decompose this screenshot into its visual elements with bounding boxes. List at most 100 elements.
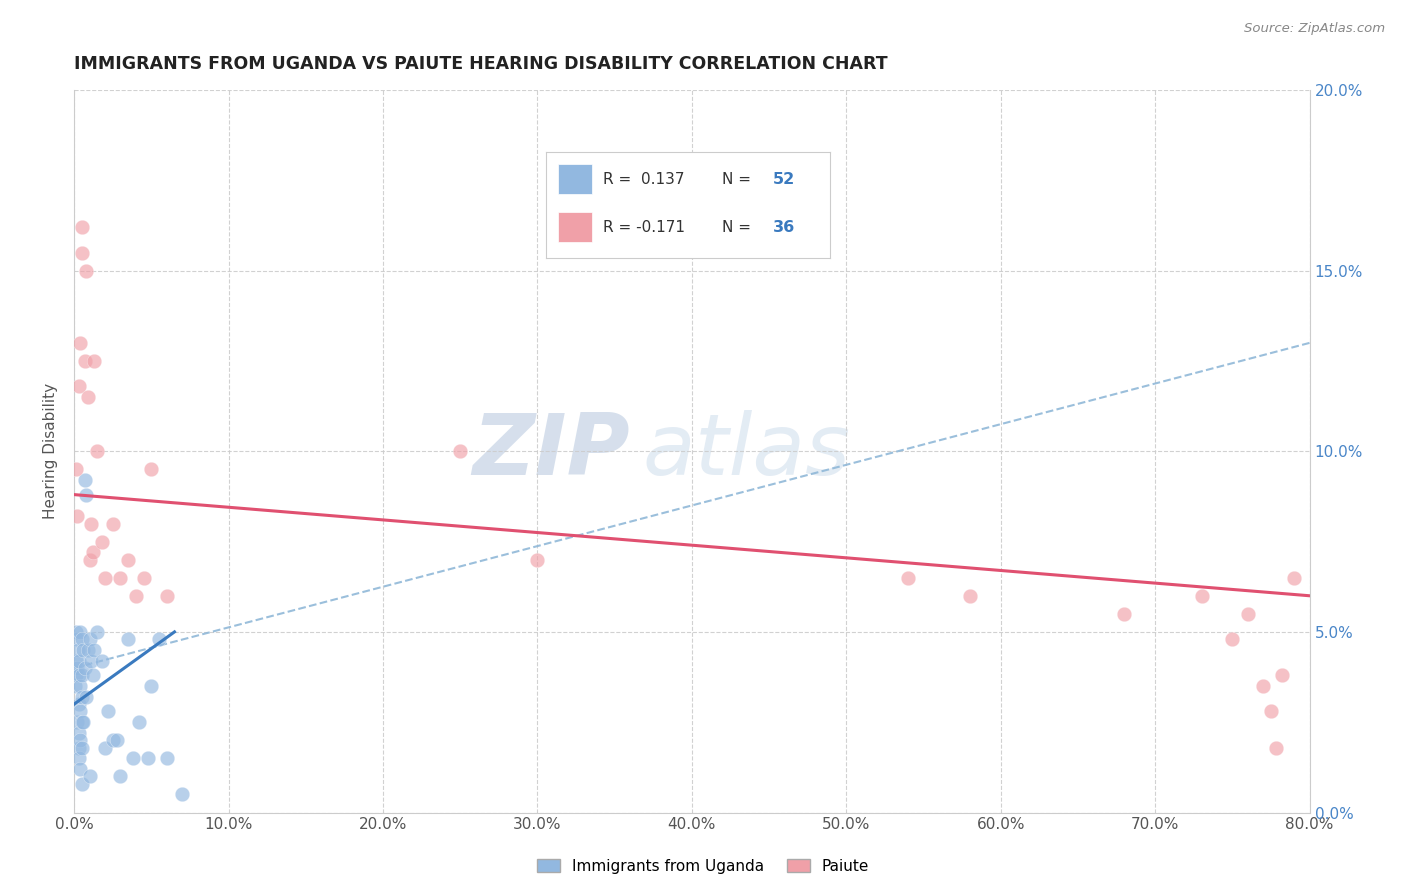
Point <box>72 715 94 730</box>
Point <box>117 632 139 647</box>
Point <box>1253 679 1275 693</box>
Point <box>80 516 103 531</box>
Point <box>141 679 163 693</box>
Point <box>73 661 96 675</box>
Point <box>66 509 89 524</box>
Point <box>70 715 93 730</box>
Point <box>82 668 104 682</box>
Point <box>77 643 100 657</box>
Point <box>121 751 143 765</box>
Point <box>148 632 170 647</box>
Point <box>83 643 105 657</box>
Point <box>526 552 548 566</box>
Point <box>141 462 163 476</box>
Point <box>70 777 93 791</box>
Text: N =: N = <box>721 219 756 235</box>
Point <box>79 769 101 783</box>
Text: R =  0.137: R = 0.137 <box>603 172 685 186</box>
Text: IMMIGRANTS FROM UGANDA VS PAIUTE HEARING DISABILITY CORRELATION CHART: IMMIGRANTS FROM UGANDA VS PAIUTE HEARING… <box>75 55 887 73</box>
Point <box>75 263 97 277</box>
Bar <box>558 164 592 194</box>
Point <box>67 740 90 755</box>
Point <box>1114 607 1136 621</box>
Point <box>67 697 90 711</box>
Text: ZIP: ZIP <box>472 409 630 492</box>
Point <box>75 487 97 501</box>
Text: atlas: atlas <box>643 409 851 492</box>
Point <box>959 589 981 603</box>
Point <box>83 354 105 368</box>
Point <box>156 589 179 603</box>
Point <box>70 245 93 260</box>
Point <box>1260 705 1282 719</box>
Point <box>1222 632 1244 647</box>
Point <box>67 726 90 740</box>
Point <box>65 624 87 639</box>
Point <box>79 552 101 566</box>
Point <box>101 733 124 747</box>
Point <box>67 751 90 765</box>
Point <box>69 733 91 747</box>
Point <box>1264 740 1286 755</box>
Point <box>69 762 91 776</box>
Point <box>66 643 89 657</box>
Point <box>132 571 155 585</box>
Point <box>66 661 89 675</box>
Point <box>69 679 91 693</box>
Legend: Immigrants from Uganda, Paiute: Immigrants from Uganda, Paiute <box>530 853 876 880</box>
Point <box>90 654 112 668</box>
Point <box>90 534 112 549</box>
Y-axis label: Hearing Disability: Hearing Disability <box>44 384 58 519</box>
Point <box>82 545 104 559</box>
Point <box>65 462 87 476</box>
Point <box>1271 668 1294 682</box>
Point <box>94 740 117 755</box>
Point <box>70 690 93 704</box>
Point <box>66 715 89 730</box>
Point <box>125 589 148 603</box>
Point <box>1237 607 1260 621</box>
Point <box>172 788 194 802</box>
Point <box>73 354 96 368</box>
Point <box>67 668 90 682</box>
Point <box>69 624 91 639</box>
Bar <box>558 212 592 242</box>
Point <box>1191 589 1213 603</box>
Point <box>117 552 139 566</box>
Point <box>65 654 87 668</box>
Point <box>69 654 91 668</box>
Point <box>70 632 93 647</box>
Point <box>70 740 93 755</box>
Point <box>1282 571 1305 585</box>
Text: 36: 36 <box>773 219 796 235</box>
Point <box>70 668 93 682</box>
Point <box>67 379 90 393</box>
Point <box>73 473 96 487</box>
Point <box>110 571 132 585</box>
Point <box>156 751 179 765</box>
Point <box>65 668 87 682</box>
Point <box>110 769 132 783</box>
Point <box>66 632 89 647</box>
Point <box>897 571 920 585</box>
Point <box>69 705 91 719</box>
Point <box>105 733 128 747</box>
Text: Source: ZipAtlas.com: Source: ZipAtlas.com <box>1244 22 1385 36</box>
Point <box>75 690 97 704</box>
Point <box>77 390 100 404</box>
Point <box>101 516 124 531</box>
Point <box>449 444 471 458</box>
Text: N =: N = <box>721 172 756 186</box>
Point <box>94 571 117 585</box>
Point <box>72 643 94 657</box>
Point <box>86 444 108 458</box>
Text: R = -0.171: R = -0.171 <box>603 219 685 235</box>
Point <box>70 220 93 235</box>
Point <box>79 632 101 647</box>
Point <box>86 624 108 639</box>
Point <box>97 705 120 719</box>
Point <box>136 751 159 765</box>
Text: 52: 52 <box>773 172 796 186</box>
Point <box>69 335 91 350</box>
Point <box>80 654 103 668</box>
